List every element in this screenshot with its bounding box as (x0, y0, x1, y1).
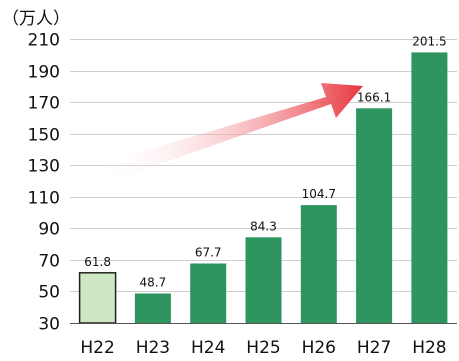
y-tick-label: 150 (28, 126, 60, 146)
x-tick-label-H25: H25 (246, 338, 280, 358)
trend-arrow (100, 83, 363, 185)
bar-H27 (356, 108, 393, 323)
data-label-H26: 104.7 (302, 187, 336, 201)
data-label-H28: 201.5 (412, 34, 446, 48)
x-tick-label-H23: H23 (136, 338, 170, 358)
x-tick-label-H26: H26 (302, 338, 336, 358)
bar-H24 (190, 263, 227, 323)
y-tick-label: 170 (28, 94, 60, 114)
y-axis-ticks: 30 50 70 90 110 130 150 170 190 210 (28, 31, 60, 335)
y-tick-label: 110 (28, 189, 60, 209)
unit-label: （万人） (2, 9, 70, 29)
bar-H22 (78, 272, 117, 324)
y-tick-label: 50 (38, 283, 60, 303)
x-tick-label-H24: H24 (191, 338, 225, 358)
data-labels: 61.8 48.7 67.7 84.3 104.7 166.1 201.5 (84, 34, 446, 289)
bar-H26 (300, 205, 337, 323)
y-tick-label: 90 (38, 220, 60, 240)
bar-H25 (245, 237, 282, 323)
bar-H28 (411, 52, 448, 324)
x-axis-ticks: H22 H23 H24 H25 H26 H27 H28 (80, 338, 446, 358)
data-label-H23: 48.7 (140, 276, 167, 290)
data-label-H22: 61.8 (84, 255, 111, 269)
y-tick-label: 210 (28, 31, 60, 51)
y-tick-label: 130 (28, 157, 60, 177)
y-tick-label: 190 (28, 63, 60, 83)
x-tick-label-H28: H28 (412, 338, 446, 358)
y-tick-label: 30 (38, 315, 60, 335)
x-tick-label-H22: H22 (80, 338, 114, 358)
data-label-H25: 84.3 (250, 219, 277, 233)
bar-H23 (134, 293, 171, 323)
y-tick-label: 70 (38, 252, 60, 272)
data-label-H24: 67.7 (195, 246, 222, 260)
trend-arrow-icon (100, 83, 363, 185)
data-label-H27: 166.1 (357, 90, 391, 104)
x-tick-label-H27: H27 (357, 338, 391, 358)
bars-group (78, 52, 448, 324)
